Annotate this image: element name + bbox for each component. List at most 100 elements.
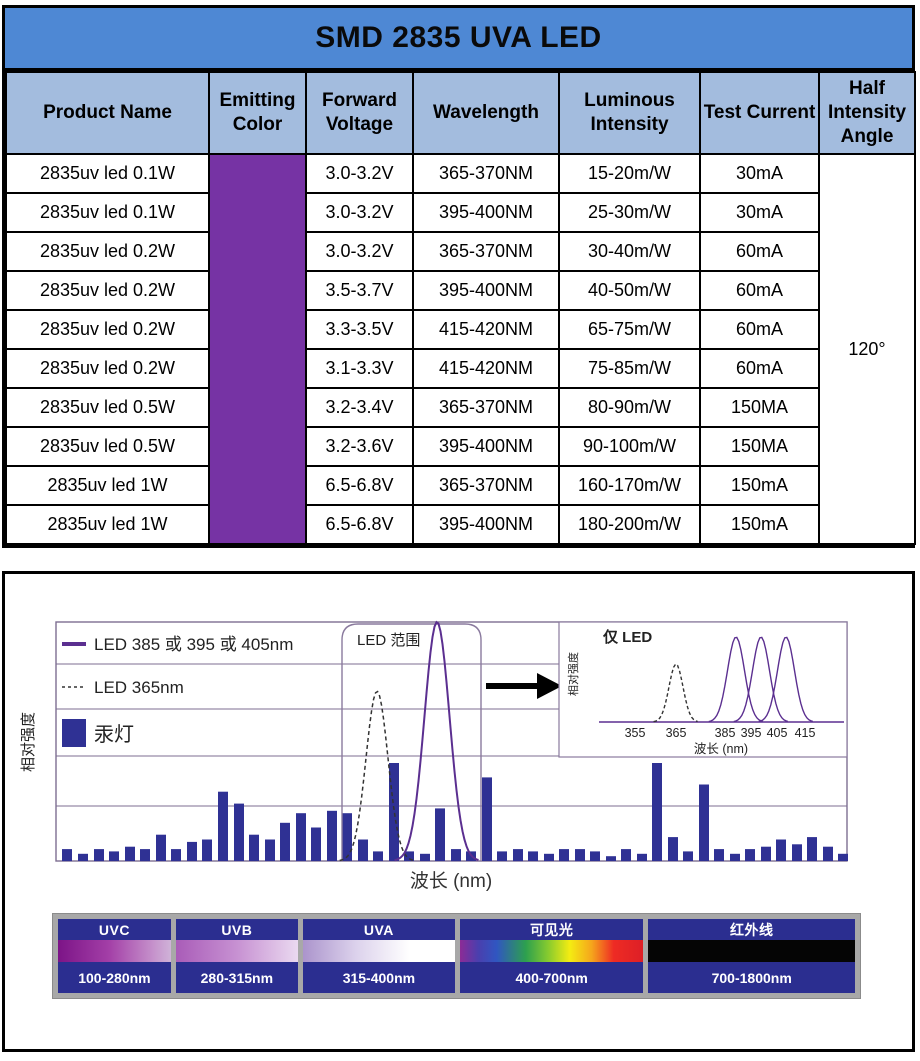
- table-row: 2835uv led 0.5W 3.2-3.4V 365-370NM 80-90m/W…: [5, 387, 915, 428]
- band-gradient: [459, 940, 644, 962]
- table-cell: 180-200m/W: [558, 504, 701, 545]
- table-row: 2835uv led 0.5W 3.2-3.6V 395-400NM 90-100m/…: [5, 426, 915, 467]
- table-row: 2835uv led 0.2W 3.5-3.7V 395-400NM 40-50m/W…: [5, 270, 915, 311]
- table-cell: 150MA: [699, 387, 820, 428]
- table-cell: 150MA: [699, 426, 820, 467]
- mercury-bar: [435, 808, 445, 861]
- column-header-2: Emitting Color: [208, 71, 307, 155]
- table-cell: 395-400NM: [412, 504, 560, 545]
- mercury-bar: [218, 791, 228, 861]
- band-segment-315-400nm: UVA 315-400nm: [302, 919, 455, 993]
- table-cell: 2835uv led 0.2W: [5, 348, 210, 389]
- band-name: UVC: [98, 921, 130, 938]
- table-cell: 3.5-3.7V: [305, 270, 414, 311]
- mercury-bar: [234, 803, 244, 861]
- mercury-bar: [249, 834, 259, 861]
- mercury-bar: [94, 849, 104, 862]
- mercury-bar: [109, 851, 119, 861]
- mercury-bar: [342, 813, 352, 861]
- table-cell: 25-30m/W: [558, 192, 701, 233]
- mercury-bar: [621, 849, 631, 862]
- table-row: 2835uv led 1W 6.5-6.8V 365-370NM 160-170m/W…: [5, 465, 915, 506]
- table-cell: 395-400NM: [412, 426, 560, 467]
- mercury-bar: [823, 846, 833, 861]
- mercury-bar: [776, 839, 786, 861]
- mercury-bar: [482, 777, 492, 861]
- inset-tick-label: 355: [625, 726, 646, 740]
- band-name: UVB: [221, 921, 253, 938]
- mercury-bar: [637, 853, 647, 861]
- inset-tick-label: 405: [767, 726, 788, 740]
- band-range: 700-1800nm: [711, 969, 792, 986]
- table-cell: 3.2-3.6V: [305, 426, 414, 467]
- mercury-bar: [62, 849, 72, 862]
- column-header-1: Product Name: [5, 71, 210, 155]
- mercury-bar: [761, 846, 771, 861]
- band-segment-100-280nm: UVC 100-280nm: [58, 919, 171, 993]
- mercury-bar: [714, 849, 724, 862]
- band-gradient: [175, 940, 298, 962]
- band-range: 280-315nm: [200, 969, 274, 986]
- table-cell: 365-370NM: [412, 465, 560, 506]
- mercury-bar: [606, 856, 616, 861]
- band-gradient: [648, 940, 855, 962]
- table-cell: 6.5-6.8V: [305, 465, 414, 506]
- mercury-bar: [296, 813, 306, 861]
- band-name: 红外线: [729, 921, 774, 938]
- table-cell: 160-170m/W: [558, 465, 701, 506]
- table-row: 2835uv led 1W 6.5-6.8V 395-400NM 180-200m/W…: [5, 504, 915, 545]
- legend-label-1: LED 385 或 395 或 405nm: [94, 635, 293, 654]
- mercury-bar: [265, 839, 275, 861]
- inset-xlabel: 波长 (nm): [694, 742, 748, 756]
- mercury-bar: [590, 851, 600, 861]
- mercury-bar: [125, 846, 135, 861]
- mercury-bar: [327, 810, 337, 861]
- inset-curve-solid: [733, 636, 789, 723]
- table-cell: 2835uv led 0.1W: [5, 153, 210, 194]
- mercury-bar: [575, 849, 585, 862]
- band-range: 400-700nm: [515, 969, 588, 986]
- table-cell: 3.0-3.2V: [305, 192, 414, 233]
- mercury-bar: [373, 851, 383, 861]
- inset-curve-dashed: [653, 663, 698, 723]
- band-segment-280-315nm: UVB 280-315nm: [175, 919, 298, 993]
- table-cell: 3.0-3.2V: [305, 153, 414, 194]
- table-cell: 150mA: [699, 504, 820, 545]
- table-cell: 75-85m/W: [558, 348, 701, 389]
- mercury-bar: [404, 851, 414, 861]
- mercury-bar: [683, 851, 693, 861]
- band-range: 100-280nm: [78, 969, 151, 986]
- table-cell: 90-100m/W: [558, 426, 701, 467]
- table-cell: 60mA: [699, 348, 820, 389]
- spectrum-curve-dashed: [339, 690, 414, 862]
- mercury-bar: [838, 853, 848, 861]
- inset-title: 仅 LED: [602, 628, 652, 646]
- mercury-bar: [730, 853, 740, 861]
- mercury-bar: [497, 851, 507, 861]
- mercury-bar: [807, 837, 817, 861]
- table-cell: 60mA: [699, 270, 820, 311]
- table-cell: 3.0-3.2V: [305, 231, 414, 272]
- table-cell: 150mA: [699, 465, 820, 506]
- mercury-bar: [311, 827, 321, 861]
- mercury-bar: [78, 853, 88, 861]
- table-cell: 415-420NM: [412, 348, 560, 389]
- table-cell: 2835uv led 1W: [5, 504, 210, 545]
- inset-curve-solid: [758, 636, 814, 723]
- band-name: UVA: [363, 921, 394, 938]
- mercury-bar: [451, 849, 461, 862]
- column-header-5: Luminous Intensity: [558, 71, 701, 155]
- table-cell: 6.5-6.8V: [305, 504, 414, 545]
- mercury-bar: [559, 849, 569, 862]
- table-cell: 395-400NM: [412, 192, 560, 233]
- table-cell: 2835uv led 0.1W: [5, 192, 210, 233]
- table-cell: 365-370NM: [412, 153, 560, 194]
- table-row: 2835uv led 0.2W 3.1-3.3V 415-420NM 75-85m/W…: [5, 348, 915, 389]
- led-range-box: [341, 623, 482, 861]
- spec-table-header-row: Product Name Emitting Color Forward Voltag…: [5, 71, 916, 155]
- spectrum-curve-solid: [394, 620, 479, 862]
- y-axis-label: 相对强度: [20, 712, 37, 772]
- table-cell: 3.2-3.4V: [305, 387, 414, 428]
- legend-label-3: 汞灯: [94, 723, 134, 746]
